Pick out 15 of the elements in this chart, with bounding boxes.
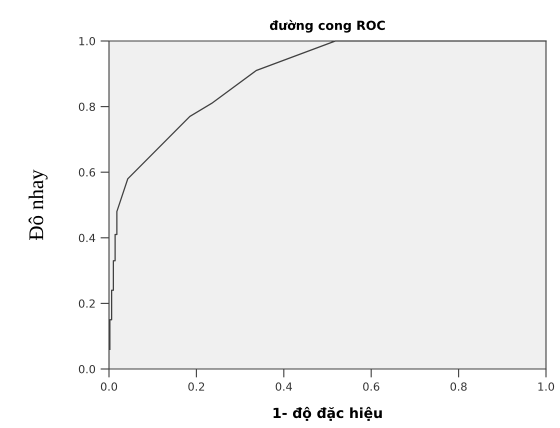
y-tick-label: 0.6	[78, 168, 96, 177]
y-tick-label: 1.0	[79, 36, 96, 46]
y-tick-label: 0.8	[78, 102, 96, 111]
y-tick-label: 0.0	[78, 364, 96, 374]
x-tick-label: 0.6	[363, 382, 380, 391]
y-tick-label: 0.4	[78, 234, 96, 242]
y-axis-title: Đô nhay	[28, 170, 48, 240]
chart-title: đường cong ROC	[270, 20, 385, 33]
x-tick-label: 0.4	[276, 382, 292, 391]
x-tick-label: 0.8	[450, 382, 467, 391]
x-tick-label: 1.0	[538, 382, 554, 391]
x-tick-label: 0.0	[100, 382, 118, 391]
x-tick-label: 0.2	[188, 382, 204, 391]
y-tick-label: 0.2	[78, 299, 95, 308]
x-axis-title: 1- độ đặc hiệu	[274, 406, 382, 421]
